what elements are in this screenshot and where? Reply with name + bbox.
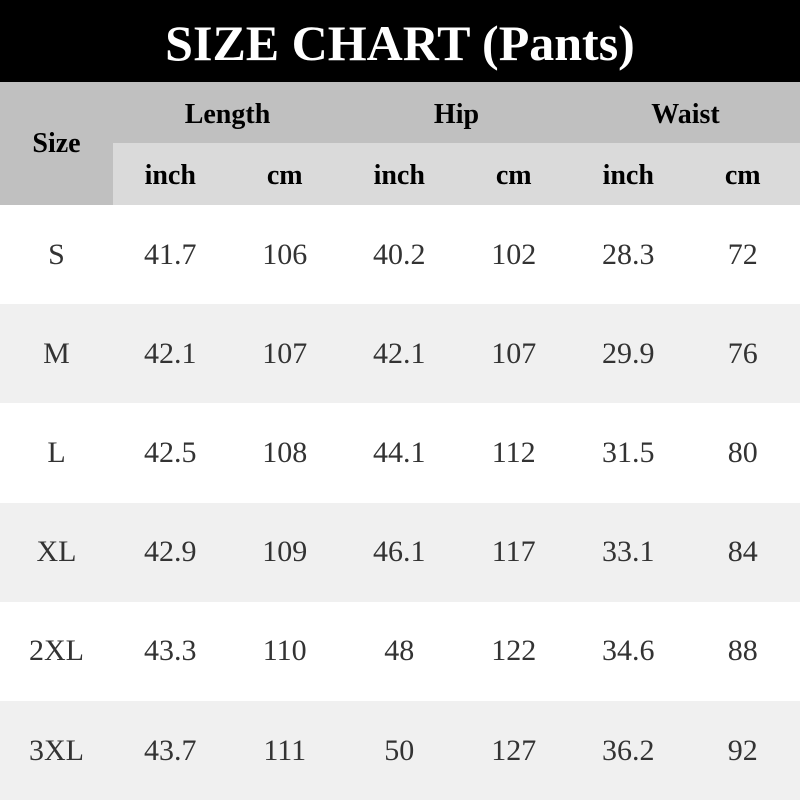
value-cell: 36.2 bbox=[602, 733, 655, 767]
value-cell: 80 bbox=[727, 435, 758, 469]
size-cell: 2XL bbox=[29, 634, 84, 668]
value-cell: 102 bbox=[491, 237, 537, 271]
unit-header: cm bbox=[724, 160, 761, 191]
value-cell: 122 bbox=[491, 634, 537, 668]
value-cell: 40.2 bbox=[373, 237, 426, 271]
value-cell: 117 bbox=[491, 535, 536, 569]
table-row: XL 42.9 109 46.1 117 33.1 84 bbox=[0, 502, 800, 602]
value-cell: 29.9 bbox=[602, 336, 655, 370]
size-cell: 3XL bbox=[29, 733, 84, 767]
table-header: Size Length Hip Waist inch cm inch cm in… bbox=[0, 82, 800, 205]
value-cell: 42.1 bbox=[144, 336, 197, 370]
value-cell: 111 bbox=[263, 733, 307, 767]
value-cell: 31.5 bbox=[602, 435, 655, 469]
table-row: L 42.5 108 44.1 112 31.5 80 bbox=[0, 403, 800, 502]
value-cell: 88 bbox=[727, 634, 758, 668]
value-cell: 110 bbox=[262, 634, 307, 668]
unit-header: inch bbox=[144, 160, 196, 191]
value-cell: 41.7 bbox=[144, 237, 197, 271]
value-cell: 127 bbox=[491, 733, 537, 767]
value-cell: 92 bbox=[727, 733, 758, 767]
page-title: SIZE CHART (Pants) bbox=[0, 0, 800, 82]
value-cell: 34.6 bbox=[602, 634, 655, 668]
group-hip: Hip bbox=[433, 99, 480, 130]
value-cell: 28.3 bbox=[602, 237, 655, 271]
value-cell: 106 bbox=[262, 237, 308, 271]
unit-header: cm bbox=[495, 160, 532, 191]
group-length: Length bbox=[184, 99, 271, 130]
table-row: 2XL 43.3 110 48 122 34.6 88 bbox=[0, 602, 800, 701]
unit-header: inch bbox=[602, 160, 654, 191]
value-cell: 72 bbox=[727, 237, 758, 271]
value-cell: 43.7 bbox=[144, 733, 197, 767]
value-cell: 42.9 bbox=[144, 535, 197, 569]
unit-header: inch bbox=[373, 160, 425, 191]
size-cell: XL bbox=[36, 535, 77, 569]
value-cell: 109 bbox=[262, 535, 308, 569]
value-cell: 76 bbox=[727, 336, 758, 370]
table-body: S 41.7 106 40.2 102 28.3 72 M 42.1 107 42.1 107 29.9… bbox=[0, 205, 800, 800]
value-cell: 112 bbox=[491, 435, 536, 469]
value-cell: 46.1 bbox=[373, 535, 426, 569]
value-cell: 108 bbox=[262, 435, 308, 469]
value-cell: 50 bbox=[384, 733, 415, 767]
unit-header: cm bbox=[266, 160, 303, 191]
table-row: S 41.7 106 40.2 102 28.3 72 bbox=[0, 205, 800, 304]
size-header: Size bbox=[32, 127, 81, 159]
table-row: M 42.1 107 42.1 107 29.9 76 bbox=[0, 304, 800, 404]
size-cell: S bbox=[48, 237, 65, 271]
value-cell: 43.3 bbox=[144, 634, 197, 668]
table-row: 3XL 43.7 111 50 127 36.2 92 bbox=[0, 700, 800, 800]
value-cell: 107 bbox=[262, 336, 308, 370]
value-cell: 42.1 bbox=[373, 336, 426, 370]
value-cell: 107 bbox=[491, 336, 537, 370]
value-cell: 84 bbox=[727, 535, 758, 569]
size-cell: L bbox=[47, 435, 66, 469]
group-waist: Waist bbox=[651, 99, 720, 130]
value-cell: 42.5 bbox=[144, 435, 197, 469]
value-cell: 48 bbox=[384, 634, 415, 668]
size-cell: M bbox=[43, 336, 70, 370]
value-cell: 44.1 bbox=[373, 435, 426, 469]
value-cell: 33.1 bbox=[602, 535, 655, 569]
